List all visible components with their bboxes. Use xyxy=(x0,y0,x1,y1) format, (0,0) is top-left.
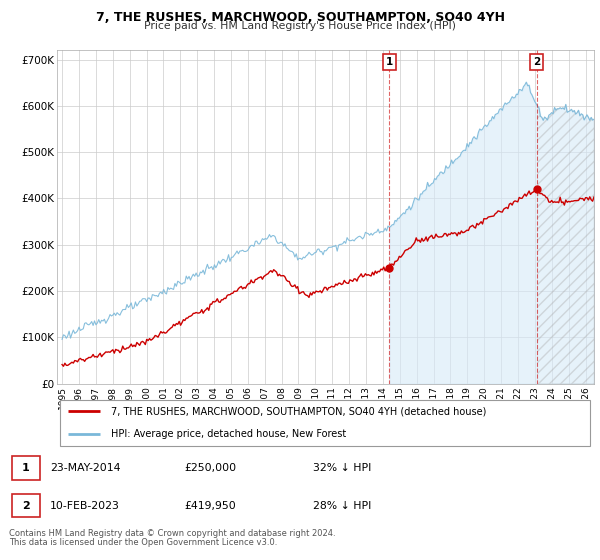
Text: 2: 2 xyxy=(22,501,30,511)
Text: 7, THE RUSHES, MARCHWOOD, SOUTHAMPTON, SO40 4YH: 7, THE RUSHES, MARCHWOOD, SOUTHAMPTON, S… xyxy=(95,11,505,24)
Text: 7, THE RUSHES, MARCHWOOD, SOUTHAMPTON, SO40 4YH (detached house): 7, THE RUSHES, MARCHWOOD, SOUTHAMPTON, S… xyxy=(111,406,486,416)
Text: 32% ↓ HPI: 32% ↓ HPI xyxy=(313,463,371,473)
Text: 1: 1 xyxy=(22,463,30,473)
FancyBboxPatch shape xyxy=(12,494,40,517)
Text: 28% ↓ HPI: 28% ↓ HPI xyxy=(313,501,371,511)
FancyBboxPatch shape xyxy=(59,400,590,446)
FancyBboxPatch shape xyxy=(12,456,40,480)
Text: Contains HM Land Registry data © Crown copyright and database right 2024.: Contains HM Land Registry data © Crown c… xyxy=(9,529,335,538)
Text: This data is licensed under the Open Government Licence v3.0.: This data is licensed under the Open Gov… xyxy=(9,538,277,547)
Text: £419,950: £419,950 xyxy=(185,501,236,511)
Text: 10-FEB-2023: 10-FEB-2023 xyxy=(50,501,120,511)
Text: 1: 1 xyxy=(386,57,393,67)
Text: 2: 2 xyxy=(533,57,540,67)
Text: Price paid vs. HM Land Registry's House Price Index (HPI): Price paid vs. HM Land Registry's House … xyxy=(144,21,456,31)
Text: HPI: Average price, detached house, New Forest: HPI: Average price, detached house, New … xyxy=(111,430,346,440)
Text: £250,000: £250,000 xyxy=(185,463,236,473)
Text: 23-MAY-2014: 23-MAY-2014 xyxy=(50,463,121,473)
